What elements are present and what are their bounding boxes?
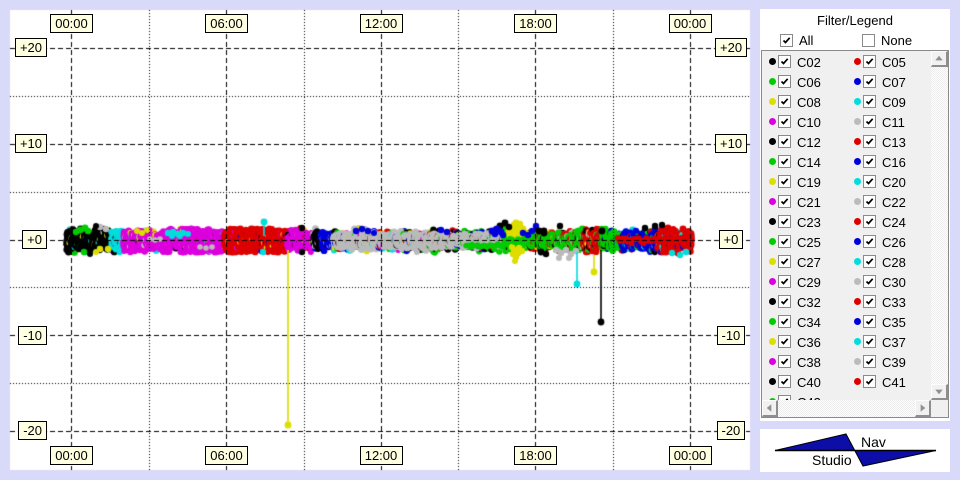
svg-text:Nav: Nav <box>861 434 886 450</box>
svg-text:Studio: Studio <box>812 452 852 468</box>
